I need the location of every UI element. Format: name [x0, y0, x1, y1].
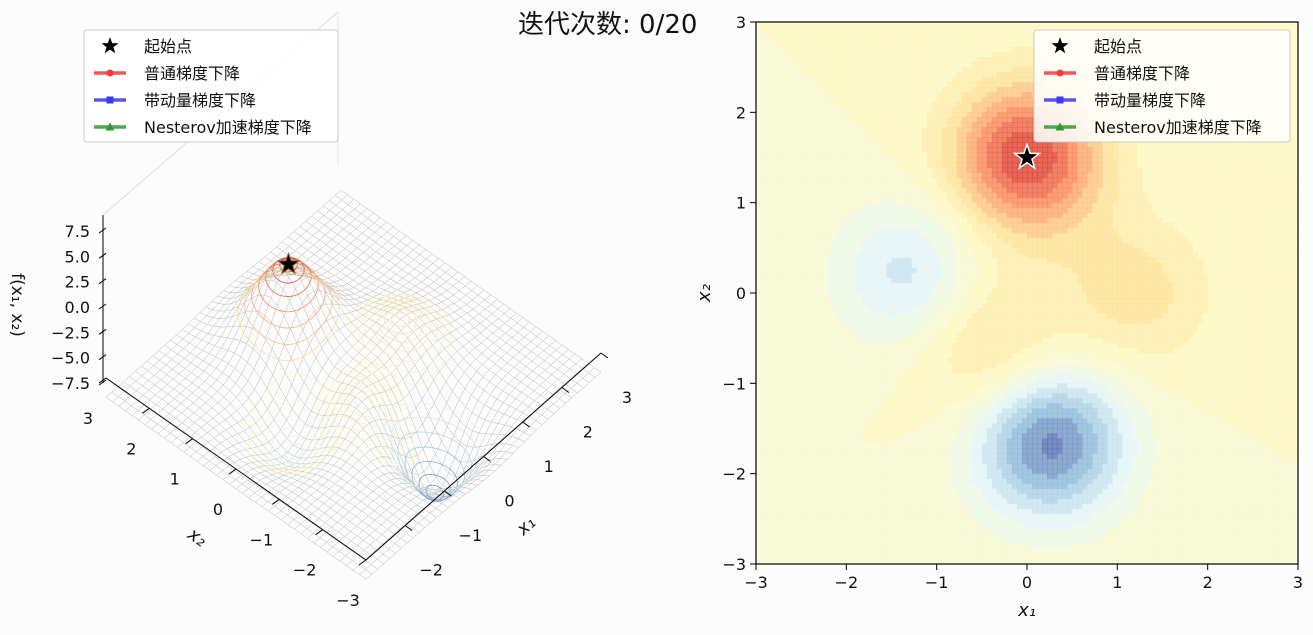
x2-tick	[142, 408, 149, 413]
x1-tick-label: −1	[459, 526, 483, 545]
x-tick-label: −3	[744, 573, 768, 592]
z-tick-label: 7.5	[65, 222, 90, 241]
legend-label: 起始点	[144, 37, 192, 56]
legend-label: 起始点	[1094, 37, 1142, 56]
y-tick-label: 2	[736, 103, 746, 122]
legend-label: 普通梯度下降	[144, 64, 240, 83]
x1-tick-label: 1	[544, 457, 554, 476]
legend-circle-marker	[1057, 70, 1064, 77]
x2-tick-label: 0	[213, 500, 223, 519]
z-tick-label: −2.5	[51, 323, 90, 342]
y-tick-label: −1	[722, 374, 746, 393]
figure-title: 迭代次数: 0/20	[518, 4, 697, 41]
x1-axis-label: x₁	[512, 512, 540, 540]
x2-tick-label: −3	[336, 591, 360, 610]
legend-label: Nesterov加速梯度下降	[1094, 118, 1262, 137]
legend-label: 普通梯度下降	[1094, 64, 1190, 83]
x2-tick	[359, 560, 366, 565]
x1-tick-label: 2	[583, 423, 593, 442]
legend-circle-marker	[107, 70, 114, 77]
legend-square-marker	[1057, 97, 1064, 104]
x-tick-label: 1	[1112, 573, 1122, 592]
legend-label: Nesterov加速梯度下降	[144, 118, 312, 137]
x2-tick	[272, 499, 279, 504]
z-axis-label: f(x₁, x₂)	[7, 273, 27, 337]
y-tick-label: −3	[722, 555, 746, 574]
z-tick-label: −7.5	[51, 374, 90, 393]
x1-tick-label: 3	[622, 388, 632, 407]
x2-tick-label: 3	[83, 409, 93, 428]
y-tick-label: −2	[722, 465, 746, 484]
x-tick-label: 2	[1203, 573, 1213, 592]
x-tick-label: −2	[835, 573, 859, 592]
surface-contours	[238, 257, 486, 501]
legend-label: 带动量梯度下降	[1094, 91, 1206, 110]
x2-tick-label: −1	[250, 530, 274, 549]
x-tick-label: 3	[1293, 573, 1303, 592]
x1-tick	[405, 526, 412, 531]
x-tick-label: −1	[925, 573, 949, 592]
legend-label: 带动量梯度下降	[144, 91, 256, 110]
x1-tick	[562, 388, 569, 393]
z-tick-label: 5.0	[65, 247, 90, 266]
x2-tick	[229, 469, 236, 474]
y-tick-label: 0	[736, 284, 746, 303]
x2-axis-label: x₂	[183, 523, 211, 551]
z-tick-label: 0.0	[65, 298, 90, 317]
x1-tick	[523, 422, 530, 427]
x2-tick-label: 1	[170, 470, 180, 489]
x-axis-label: x₁	[1017, 600, 1036, 621]
x1-tick	[601, 353, 608, 358]
x1-tick-label: 0	[504, 492, 514, 511]
x2-tick-label: −2	[293, 561, 317, 580]
y-axis-label: x₂	[694, 284, 715, 303]
x-tick-label: 0	[1022, 573, 1032, 592]
y-tick-label: 3	[736, 13, 746, 32]
z-tick-label: −5.0	[51, 349, 90, 368]
y-tick-label: 1	[736, 194, 746, 213]
legend-square-marker	[107, 97, 114, 104]
z-tick-label: 2.5	[65, 273, 90, 292]
x1-tick-label: −2	[419, 561, 443, 580]
x2-tick-label: 2	[126, 439, 136, 458]
